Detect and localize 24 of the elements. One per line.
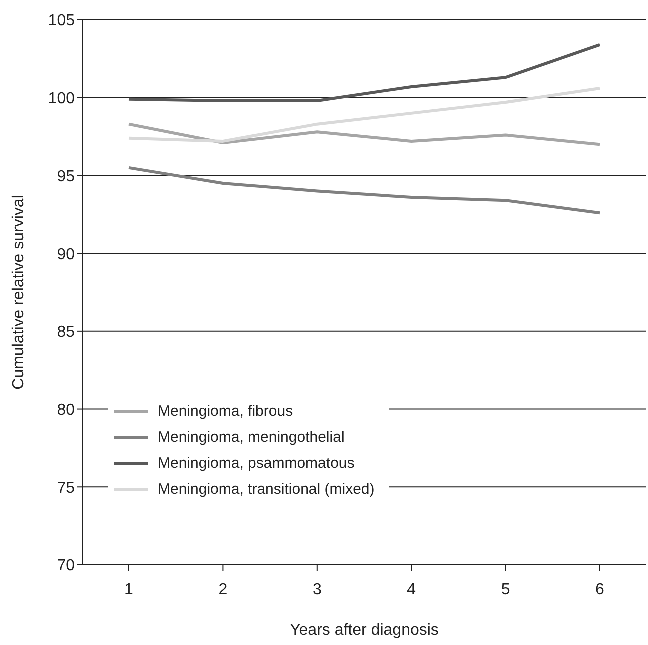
y-tick-label: 85 bbox=[57, 324, 76, 342]
x-tick-label: 2 bbox=[218, 581, 228, 598]
x-tick-label: 3 bbox=[312, 581, 322, 598]
x-tick-label: 5 bbox=[501, 581, 510, 598]
y-tick-label: 95 bbox=[57, 168, 76, 186]
line-series bbox=[128, 87, 602, 143]
y-tick-label: 80 bbox=[57, 402, 76, 419]
legend-label: Meningioma, transitional (mixed) bbox=[158, 480, 375, 498]
y-tick-label: 90 bbox=[57, 246, 76, 264]
legend-label: Meningioma, meningothelial bbox=[158, 428, 345, 446]
x-tick-label: 4 bbox=[407, 581, 416, 598]
legend-label: Meningioma, psammomatous bbox=[158, 454, 355, 472]
line-series bbox=[128, 122, 602, 146]
y-tick-label: 75 bbox=[57, 480, 76, 497]
legend-label: Meningioma, fibrous bbox=[158, 402, 294, 420]
y-axis-title: Cumulative relative survival bbox=[10, 195, 28, 390]
x-tick-label: 6 bbox=[596, 581, 605, 598]
x-tick-label: 1 bbox=[124, 581, 134, 598]
y-tick-label: 105 bbox=[48, 12, 76, 30]
line-series bbox=[128, 166, 602, 215]
x-axis-title: Years after diagnosis bbox=[290, 622, 439, 639]
line-series bbox=[128, 43, 602, 102]
y-tick-label: 70 bbox=[57, 558, 76, 575]
y-tick-label: 100 bbox=[48, 90, 76, 108]
